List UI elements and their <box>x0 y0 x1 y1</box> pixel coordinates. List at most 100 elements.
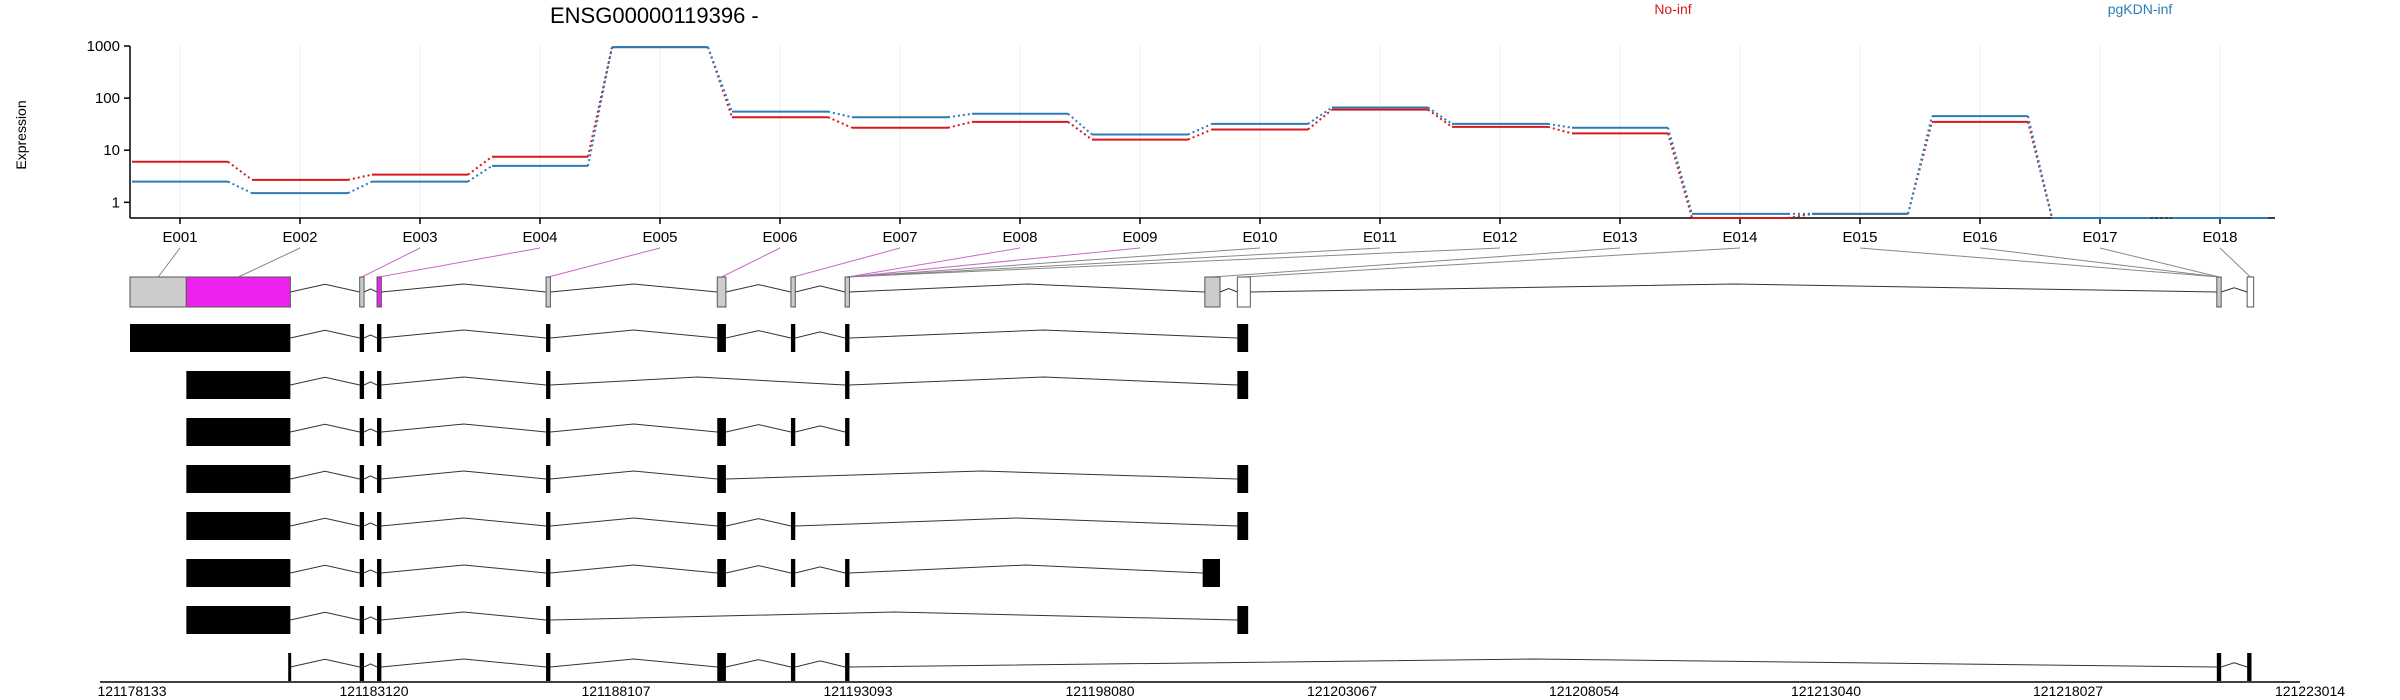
transcript-track <box>186 465 1249 493</box>
transcript-exon <box>845 653 850 681</box>
genomic-tick-label: 121188107 <box>581 683 650 699</box>
transcript-exon <box>359 371 365 399</box>
transcript-intron <box>725 470 1238 480</box>
gene-exon <box>2246 276 2255 308</box>
genomic-tick-label: 121203067 <box>1307 683 1377 699</box>
transcript-intron <box>849 658 2217 668</box>
series-connector <box>227 180 253 195</box>
transcript-intron <box>849 564 1203 574</box>
x-tick-label: E012 <box>1482 229 1517 246</box>
series-connector <box>1907 115 1933 215</box>
x-tick-label: E015 <box>1842 229 1877 246</box>
gene-intron <box>381 283 547 293</box>
gene-intron <box>725 284 792 293</box>
transcript-intron <box>363 522 378 527</box>
transcript-intron <box>381 329 547 339</box>
gene-intron <box>290 283 360 293</box>
y-axis: 1 10 100 1000 <box>87 38 131 218</box>
transcript-exon <box>717 653 726 681</box>
transcript-intron <box>381 470 547 480</box>
series-connector <box>707 46 733 118</box>
legend-label-no-inf: No-inf <box>1654 1 1691 17</box>
exon-connector <box>1859 247 2220 278</box>
exon-connector <box>548 247 661 278</box>
transcript-intron <box>849 329 1238 339</box>
series-connector <box>1547 122 1573 129</box>
series-connector <box>1427 106 1453 125</box>
transcript-exon <box>845 418 850 446</box>
transcript-exon <box>186 418 291 446</box>
genomic-axis: 121178133 121183120 121188107 121193093 1211… <box>97 681 2345 699</box>
transcript-track <box>186 559 1221 587</box>
transcript-exon <box>359 324 365 352</box>
transcript-exon <box>2247 653 2252 681</box>
y-tick-label: 10 <box>103 142 120 159</box>
x-tick-label: E001 <box>162 229 197 246</box>
x-tick-label: E003 <box>402 229 437 246</box>
transcript-exon <box>845 324 850 352</box>
transcript-exon <box>1237 512 1249 540</box>
x-tick-label: E006 <box>762 229 797 246</box>
series-connector <box>2027 121 2053 219</box>
transcript-exon <box>717 465 726 493</box>
transcript-intron <box>550 517 718 527</box>
x-tick-label: E009 <box>1122 229 1157 246</box>
series-connector <box>1307 108 1333 131</box>
transcript-intron <box>795 331 846 339</box>
transcript-exon <box>717 324 726 352</box>
transcript-track <box>186 606 1249 634</box>
transcript-exon <box>1237 324 1249 352</box>
transcript-track <box>186 512 1249 540</box>
transcript-exon <box>1237 371 1249 399</box>
gene-exon <box>359 276 365 308</box>
transcript-intron <box>381 564 547 574</box>
exon-connector <box>1243 247 1741 278</box>
transcript-exon <box>359 465 365 493</box>
transcript-exon <box>790 324 796 352</box>
genomic-tick-label: 121178133 <box>97 683 166 699</box>
series-connector <box>1907 121 1933 215</box>
exon-connector <box>379 247 541 278</box>
transcript-intron <box>363 475 378 480</box>
transcript-intron <box>363 334 378 339</box>
gene-exon <box>129 276 187 308</box>
transcript-exon <box>790 418 796 446</box>
transcript-exon <box>359 653 365 681</box>
transcript-intron <box>550 423 718 433</box>
transcript-exon <box>845 371 850 399</box>
genomic-tick-label: 121183120 <box>339 683 408 699</box>
gene-intron <box>550 283 718 293</box>
exon-connector <box>847 247 1141 278</box>
gene-exon <box>1204 276 1221 308</box>
gene-intron <box>363 288 378 293</box>
transcript-intron <box>381 658 547 668</box>
series-connector <box>1187 128 1213 141</box>
transcript-exon <box>790 653 796 681</box>
transcript-intron <box>725 518 792 527</box>
y-tick-label: 100 <box>95 90 120 107</box>
transcript-exon <box>377 512 382 540</box>
chart-title: ENSG00000119396 - <box>550 3 759 28</box>
exon-connector <box>792 247 901 278</box>
genomic-tick-label: 121213040 <box>1791 683 1861 699</box>
transcript-intron <box>725 424 792 433</box>
exon-connector <box>847 247 1381 278</box>
transcript-intron <box>795 660 846 668</box>
transcript-intron <box>550 470 718 480</box>
x-tick-label: E018 <box>2202 229 2237 246</box>
transcript-intron <box>363 428 378 433</box>
series-0 <box>132 46 2268 219</box>
series-connector <box>467 155 493 176</box>
gene-exon <box>376 276 382 308</box>
gene-intron <box>1219 288 1238 293</box>
series-connector <box>347 180 373 195</box>
gene-exon <box>1236 276 1251 308</box>
transcript-exon <box>790 512 796 540</box>
exon-connector <box>2219 247 2251 278</box>
transcript-exon <box>377 465 382 493</box>
transcript-exon <box>546 418 551 446</box>
exon-connector <box>847 247 1021 278</box>
gene-intron <box>1250 283 2217 293</box>
gene-exon <box>790 276 796 308</box>
